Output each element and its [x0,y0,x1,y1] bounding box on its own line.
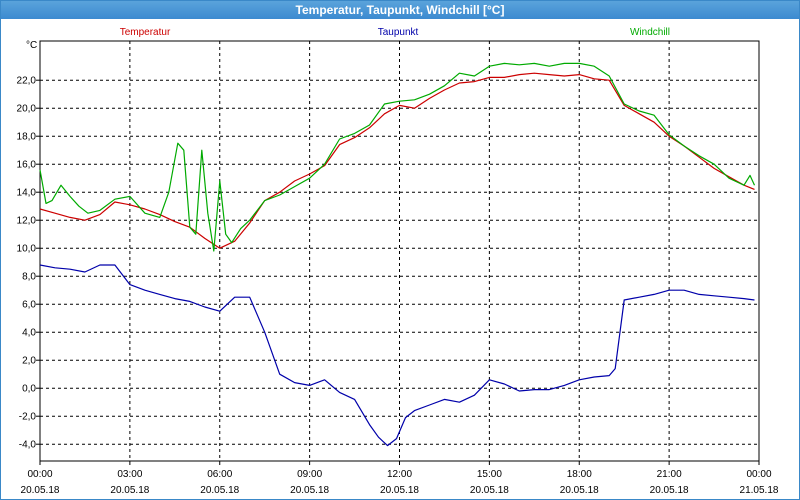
x-tick-time: 09:00 [297,469,322,480]
x-tick-date: 20.05.18 [200,485,239,496]
y-axis-ticks: 22,0 20,0 18,0 16,0 14,0 12,0 10,0 8,0 6,0 4,0 2,0… [17,76,40,451]
legend: Temperatur Taupunkt Windchill [120,27,670,38]
x-tick-time: 12:00 [387,469,412,480]
grid-lines [40,41,759,461]
legend-windchill: Windchill [630,27,670,38]
y-tick-label: 2,0 [22,356,36,367]
x-tick-date: 21.05.18 [740,485,779,496]
window-title: Temperatur, Taupunkt, Windchill [°C] [1,1,799,19]
y-tick-label: 10,0 [17,244,37,255]
x-tick-date: 20.05.18 [290,485,329,496]
legend-temperatur: Temperatur [120,27,171,38]
series-windchill-line [39,62,756,252]
series-taupunkt-line [39,264,755,447]
x-tick-date: 20.05.18 [560,485,599,496]
y-tick-label: 12,0 [17,216,37,227]
y-tick-label: 22,0 [17,76,37,87]
y-tick-label: 4,0 [22,328,36,339]
x-tick-time: 03:00 [117,469,142,480]
y-tick-label: 8,0 [22,272,36,283]
y-tick-label: 16,0 [17,160,37,171]
x-tick-time: 18:00 [567,469,592,480]
y-tick-label: 18,0 [17,132,37,143]
y-tick-label: 0,0 [22,384,36,395]
y-tick-label: -4,0 [19,440,37,451]
series-lines [39,62,756,447]
x-tick-time: 15:00 [477,469,502,480]
x-axis-ticks: 00:00 20.05.18 03:00 20.05.18 06:00 20.05.18 0… [21,461,779,496]
x-tick-date: 20.05.18 [470,485,509,496]
legend-taupunkt: Taupunkt [378,27,419,38]
x-tick-time: 21:00 [657,469,682,480]
x-tick-time: 06:00 [207,469,232,480]
y-tick-label: 20,0 [17,104,37,115]
x-tick-date: 20.05.18 [650,485,689,496]
series-temperatur-line [39,72,755,249]
y-axis-unit-label: °C [26,40,37,51]
y-tick-label: 14,0 [17,188,37,199]
y-tick-label: -2,0 [19,412,37,423]
x-tick-date: 20.05.18 [110,485,149,496]
x-tick-time: 00:00 [746,469,771,480]
y-tick-label: 6,0 [22,300,36,311]
x-tick-date: 20.05.18 [380,485,419,496]
x-tick-time: 00:00 [27,469,52,480]
x-tick-date: 20.05.18 [21,485,60,496]
